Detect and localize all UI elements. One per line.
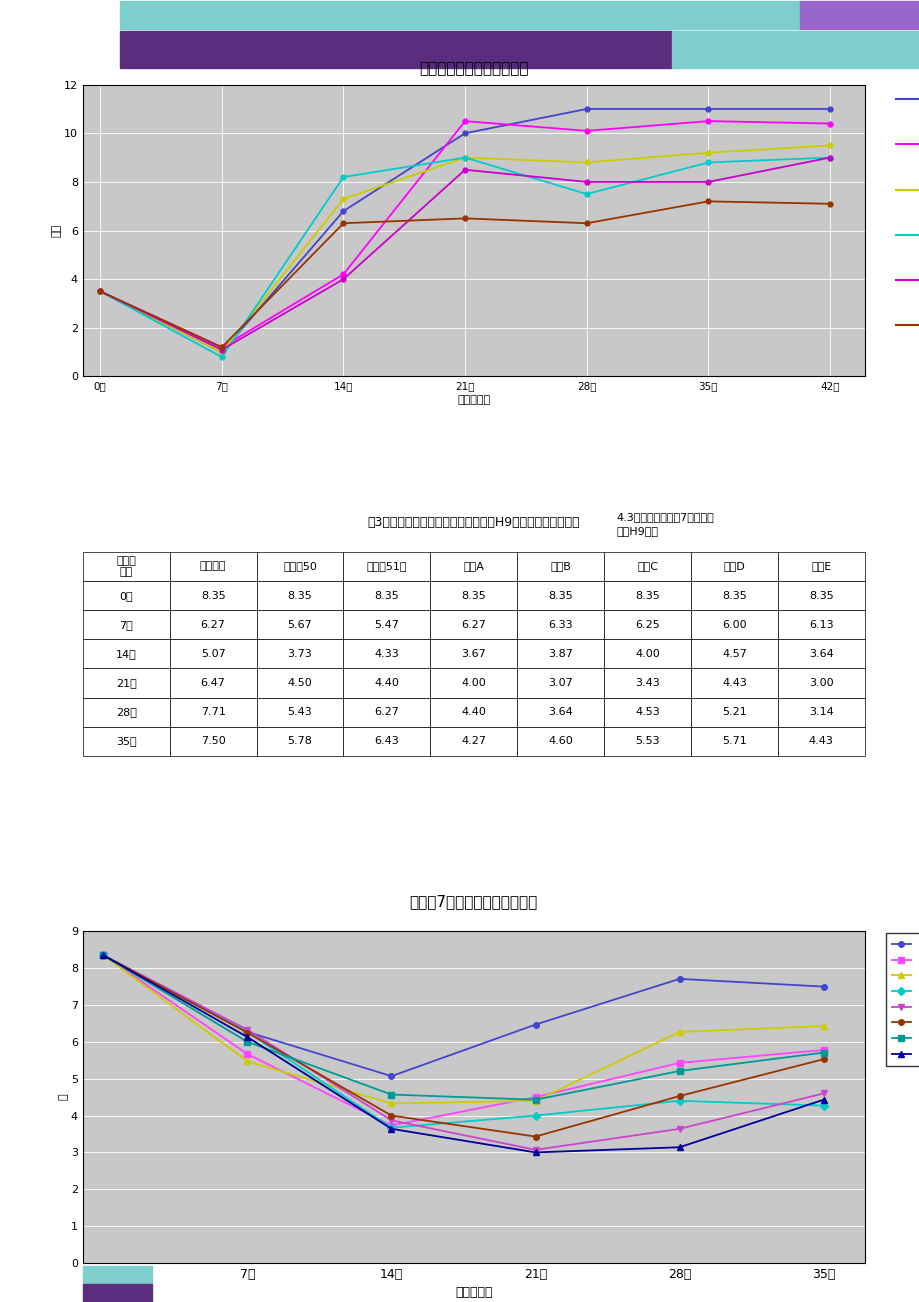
优瑞康50批 (242, 1047, 253, 1062)
疫苗B (386, 1112, 397, 1128)
优瑞康红 (97, 948, 108, 963)
Line: 优瑞康红: 优瑞康红 (100, 953, 825, 1079)
疫苗B (242, 1022, 253, 1038)
Y-axis label: （（: （（ (51, 224, 61, 237)
优瑞康50批 (529, 1090, 540, 1105)
Bar (83, 1266, 152, 1284)
优瑞康51批 (674, 1025, 685, 1040)
疫苗E (386, 1121, 397, 1137)
疫苗C (242, 1025, 253, 1040)
优瑞康51批 (242, 1053, 253, 1069)
疫苗E (242, 1030, 253, 1046)
Bar (671, 31, 919, 68)
疫苗E (97, 948, 108, 963)
疫苗C (386, 1108, 397, 1124)
优瑞康50批 (386, 1117, 397, 1133)
疫苗D (529, 1092, 540, 1108)
Line: 疫苗C: 疫苗C (100, 953, 825, 1139)
疫苗A (97, 948, 108, 963)
Line: 疫苗B: 疫苗B (100, 953, 825, 1152)
Text: 4.3商品化疫苗免疫7日龄肉仔
鸡的H9抗体: 4.3商品化疫苗免疫7日龄肉仔 鸡的H9抗体 (616, 512, 713, 535)
疫苗D (674, 1064, 685, 1079)
疫苗A (674, 1092, 685, 1108)
Bar (119, 31, 671, 68)
疫苗E (817, 1092, 828, 1108)
疫苗B (674, 1121, 685, 1137)
Title: 肉仔鸡7日龄免疫抗体走势曲线: 肉仔鸡7日龄免疫抗体走势曲线 (409, 894, 538, 909)
疫苗C (674, 1088, 685, 1104)
Y-axis label: （: （ (58, 1094, 68, 1100)
疫苗D (817, 1044, 828, 1060)
Legend: 优瑞康红, 优瑞康50批, 优瑞康51批, 疫苗A, 疫苗B, 疫苗C, 疫苗D, 疫苗E: 优瑞康红, 优瑞康50批, 优瑞康51批, 疫苗A, 疫苗B, 疫苗C, 疫苗D… (885, 934, 919, 1066)
疫苗C (97, 948, 108, 963)
Line: 疫苗E: 疫苗E (100, 953, 825, 1155)
Bar (83, 1284, 152, 1302)
Title: 表3不同新流二联灭活疫苗的田间免疫H9抗体结果（肉仔鸡）: 表3不同新流二联灭活疫苗的田间免疫H9抗体结果（肉仔鸡） (367, 516, 580, 529)
优瑞康红 (529, 1017, 540, 1032)
Bar (119, 1, 800, 29)
Line: 优瑞康50批: 优瑞康50批 (100, 953, 825, 1129)
疫苗B (97, 948, 108, 963)
疫苗C (529, 1129, 540, 1144)
优瑞康红 (817, 979, 828, 995)
X-axis label: 免疫后天数: 免疫后天数 (455, 1286, 492, 1299)
优瑞康50批 (97, 948, 108, 963)
疫苗A (242, 1025, 253, 1040)
疫苗A (529, 1108, 540, 1124)
优瑞康51批 (529, 1092, 540, 1108)
疫苗A (386, 1120, 397, 1135)
优瑞康红 (242, 1025, 253, 1040)
Line: 疫苗A: 疫苗A (100, 953, 825, 1130)
X-axis label: 免疫后天数: 免疫后天数 (457, 396, 490, 405)
优瑞康51批 (817, 1018, 828, 1034)
疫苗E (674, 1139, 685, 1155)
优瑞康51批 (386, 1095, 397, 1111)
Bar (800, 1, 919, 29)
Line: 疫苗D: 疫苗D (100, 953, 825, 1103)
疫苗D (97, 948, 108, 963)
疫苗D (386, 1087, 397, 1103)
疫苗E (529, 1144, 540, 1160)
疫苗D (242, 1034, 253, 1049)
优瑞康50批 (674, 1055, 685, 1070)
疫苗B (529, 1142, 540, 1157)
Line: 优瑞康51批: 优瑞康51批 (100, 953, 825, 1107)
疫苗C (817, 1052, 828, 1068)
疫苗B (817, 1086, 828, 1101)
优瑞康红 (674, 971, 685, 987)
优瑞康50批 (817, 1042, 828, 1057)
优瑞康51批 (97, 948, 108, 963)
Title: 低母源抗体蛋雏鸡免疫效果: 低母源抗体蛋雏鸡免疫效果 (418, 61, 528, 77)
疫苗A (817, 1098, 828, 1113)
优瑞康红 (386, 1069, 397, 1085)
